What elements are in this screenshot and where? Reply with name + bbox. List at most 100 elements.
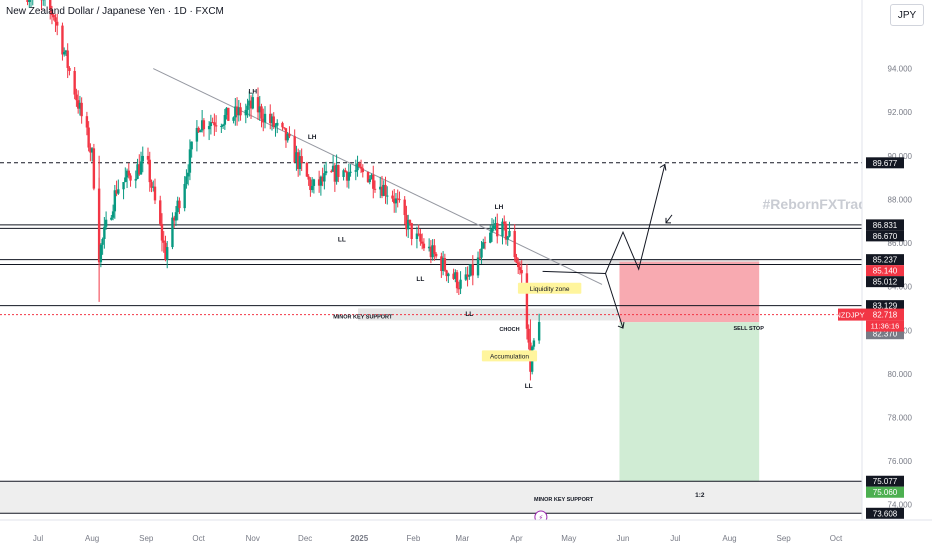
candle-body xyxy=(379,186,382,190)
small-arrow xyxy=(665,217,671,224)
candle-body xyxy=(232,117,235,121)
candle-body xyxy=(246,105,249,110)
arrow-head xyxy=(659,163,667,171)
candle-body xyxy=(342,170,345,177)
x-tick-label: Mar xyxy=(455,534,469,543)
candle-body xyxy=(159,200,162,224)
candle-body xyxy=(403,199,406,216)
price-tag: 86.670 xyxy=(866,230,904,242)
price-tag-box xyxy=(866,230,904,242)
candle-body xyxy=(288,133,291,137)
candle-body xyxy=(527,328,530,343)
candle-body xyxy=(148,159,151,183)
candle-body xyxy=(75,94,78,101)
candle-body xyxy=(220,125,223,127)
callout: Accumulation xyxy=(481,350,538,362)
candle-body xyxy=(197,127,200,133)
candle-body xyxy=(490,228,494,233)
candle-body xyxy=(386,195,389,197)
current-price-symbol-box xyxy=(838,308,904,321)
candle-body xyxy=(506,236,509,240)
candle-body xyxy=(440,256,443,272)
candle-body xyxy=(49,0,52,10)
candle-body xyxy=(361,168,364,173)
arrow-head xyxy=(617,321,625,329)
price-tag-label: 82.370 xyxy=(873,330,898,339)
candle-body xyxy=(50,9,54,16)
candle-body xyxy=(489,232,492,243)
candle-body xyxy=(160,223,164,241)
price-tag-box xyxy=(866,219,904,231)
y-tick-label: 76.000 xyxy=(888,457,913,466)
candle-body xyxy=(482,242,485,249)
currency-button[interactable]: JPY xyxy=(890,4,924,26)
candle-body xyxy=(256,97,260,113)
candle-body xyxy=(92,148,96,189)
candle-body xyxy=(239,107,242,116)
candle-body xyxy=(183,183,186,209)
x-tick-label: Nov xyxy=(246,534,260,543)
candle-body xyxy=(358,163,361,167)
candle-body xyxy=(99,244,103,263)
candle-body xyxy=(80,102,83,117)
candle-body xyxy=(76,100,80,109)
candle-body xyxy=(466,274,469,277)
candle-body xyxy=(415,233,419,239)
candle-body xyxy=(129,175,132,181)
candle-body xyxy=(300,156,303,163)
candle-body xyxy=(359,166,363,169)
candle-body xyxy=(117,189,120,194)
candle-body xyxy=(501,221,504,237)
pattern-label: LL xyxy=(416,276,424,283)
candle-body xyxy=(260,106,263,119)
candle-body xyxy=(113,190,117,212)
candle-body xyxy=(483,242,487,244)
candle-body xyxy=(139,161,143,175)
pattern-label: LH xyxy=(308,134,317,141)
candle-body xyxy=(272,116,275,127)
candle-body xyxy=(274,125,277,127)
price-tag-label: 85.140 xyxy=(873,267,898,276)
candle-body xyxy=(492,225,495,229)
price-tag: 73.608 xyxy=(866,507,904,519)
candle-body xyxy=(393,198,396,204)
price-tag-label: 73.608 xyxy=(873,509,898,518)
pattern-label: SELL STOP xyxy=(734,326,765,332)
candle-body xyxy=(457,288,461,290)
price-tag-box xyxy=(866,486,904,498)
pattern-label: LL xyxy=(338,237,346,244)
candle-body xyxy=(384,184,387,196)
candle-body xyxy=(321,176,324,182)
candle-body xyxy=(66,50,69,68)
candle-body xyxy=(394,198,398,204)
candle-body xyxy=(195,127,199,142)
candle-body xyxy=(445,270,448,277)
candle-body xyxy=(345,171,349,181)
candle-body xyxy=(188,149,192,173)
candle-body xyxy=(427,246,431,249)
candle-body xyxy=(178,200,181,209)
candle-body xyxy=(270,116,274,124)
candle-body xyxy=(296,152,300,170)
candle-body xyxy=(471,264,474,276)
candle-body xyxy=(420,241,424,244)
candle-body xyxy=(476,257,480,276)
candle-body xyxy=(410,223,413,239)
candle-body xyxy=(281,122,284,128)
price-scale: 74.00076.00078.00080.00082.00084.00086.0… xyxy=(861,0,932,550)
lightning-icon: ⚡ xyxy=(538,514,543,522)
pattern-label: LH xyxy=(495,204,504,211)
candle-body xyxy=(124,177,127,183)
projected-path-bearish xyxy=(605,273,624,329)
candle-body xyxy=(248,100,251,106)
take-profit-zone xyxy=(619,322,760,482)
candle-body xyxy=(532,340,536,347)
x-tick-label: Aug xyxy=(85,534,99,543)
candle-body xyxy=(382,184,385,196)
candle-body xyxy=(347,172,351,181)
candle-body xyxy=(349,171,352,173)
candle-body xyxy=(478,257,481,259)
price-tag-box xyxy=(866,254,904,266)
price-tag-box xyxy=(866,265,904,277)
